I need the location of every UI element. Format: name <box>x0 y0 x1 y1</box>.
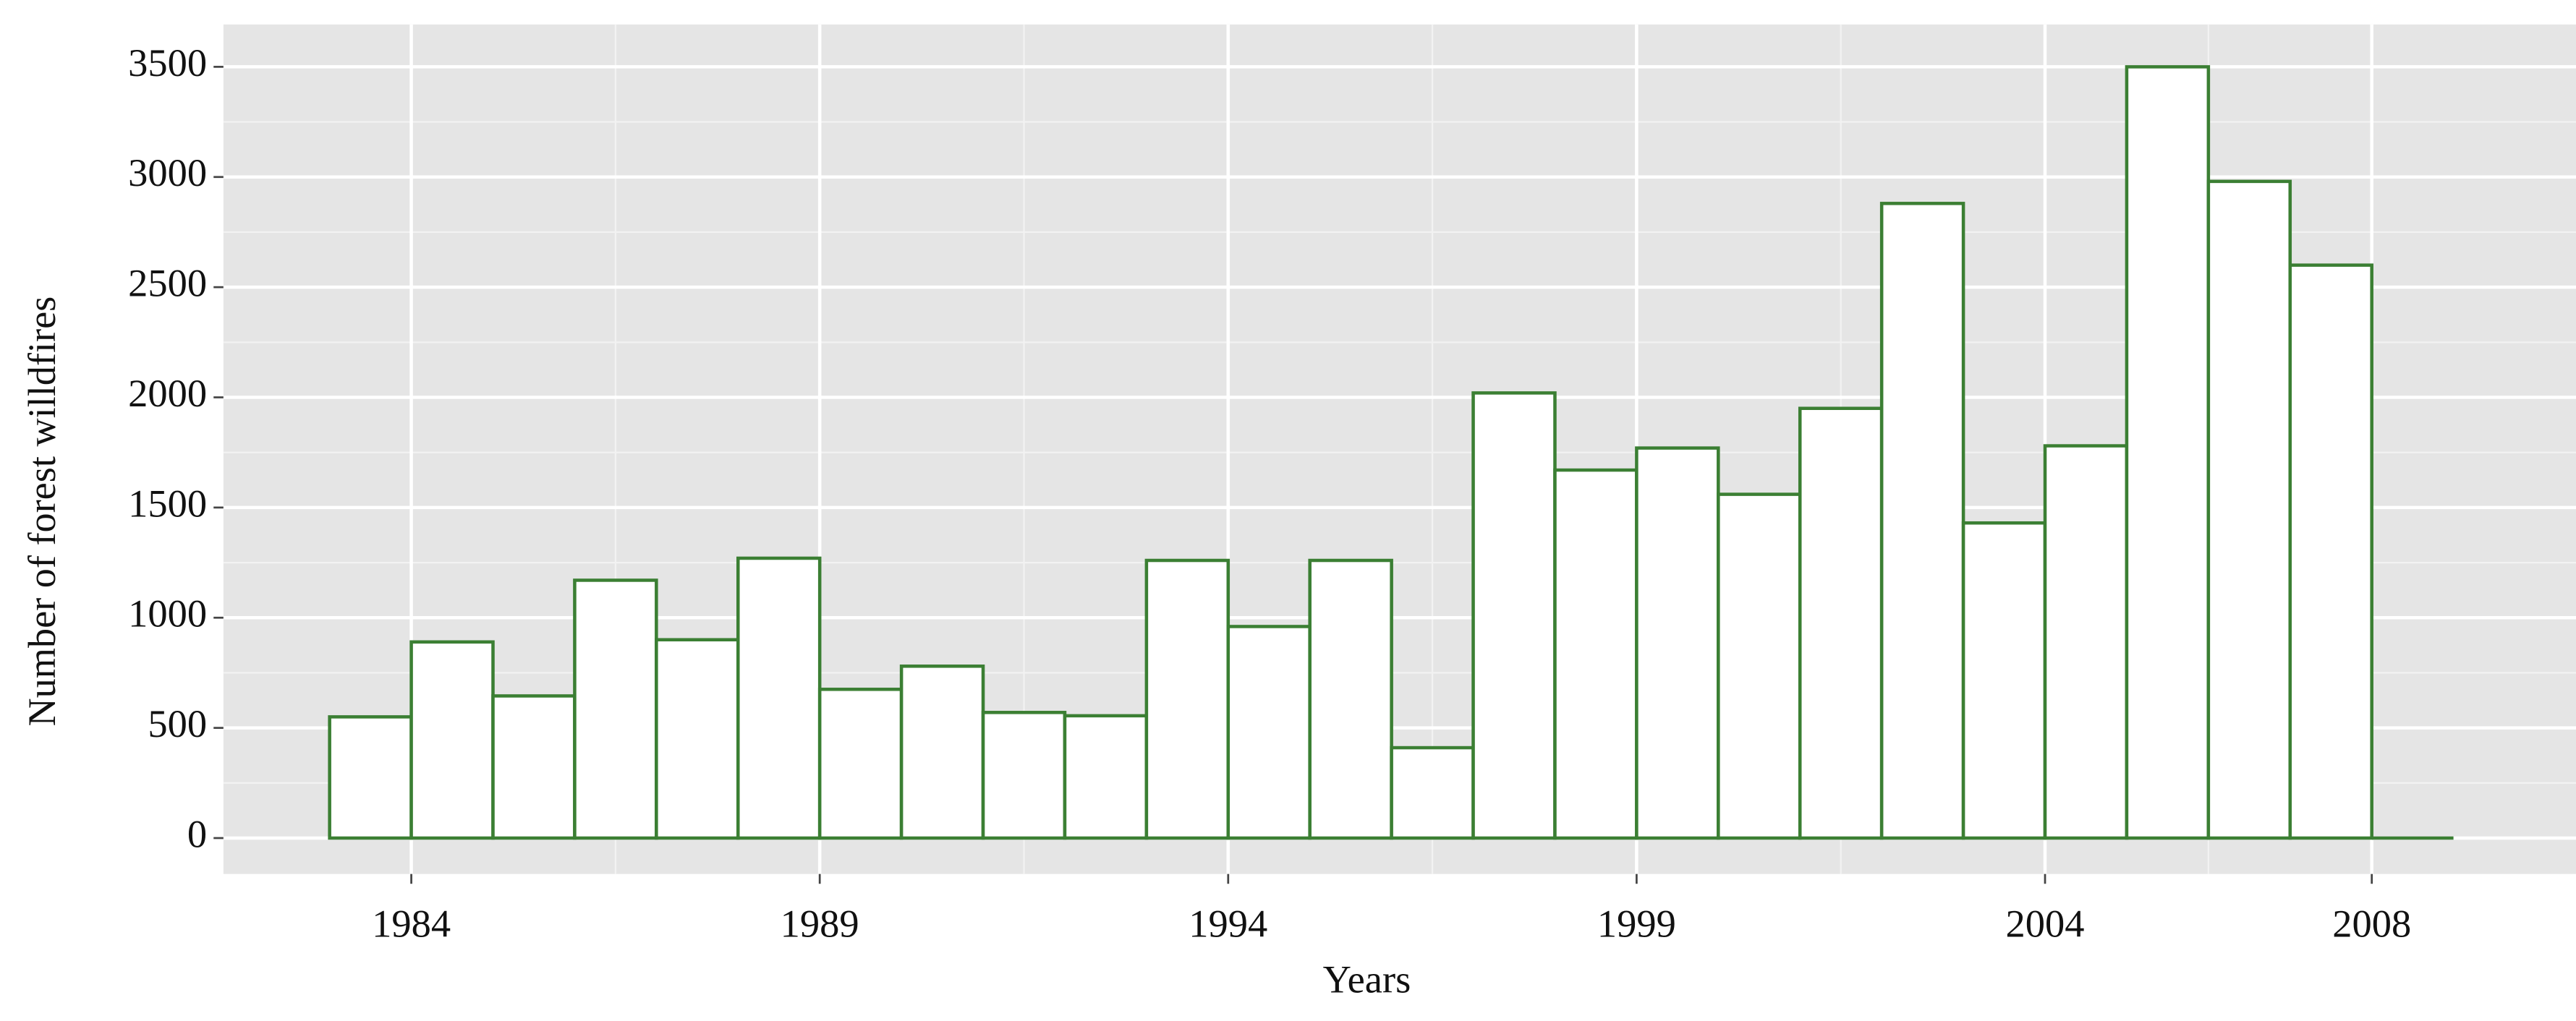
bar <box>817 688 904 840</box>
y-tick-label: 1000 <box>128 592 207 636</box>
bar <box>736 556 822 840</box>
y-axis-label: Number of forest willdfires <box>20 296 64 727</box>
y-tick-label: 2500 <box>128 262 207 305</box>
y-tick-label: 500 <box>148 702 207 746</box>
bar <box>1390 746 1475 840</box>
x-tick-label: 1984 <box>372 902 451 946</box>
bar <box>573 578 658 840</box>
bar <box>899 665 985 840</box>
bar <box>491 694 577 840</box>
x-tick-label: 2004 <box>2006 902 2085 946</box>
bar <box>1144 558 1230 840</box>
bar <box>1471 391 1557 840</box>
x-tick-label: 2008 <box>2332 902 2411 946</box>
y-tick-label: 1500 <box>128 482 207 525</box>
bar <box>1226 625 1312 840</box>
marks <box>328 65 2454 840</box>
bar <box>1961 521 2047 840</box>
bar <box>1635 446 1720 840</box>
bar <box>1553 468 1638 840</box>
y-tick-label: 0 <box>187 813 207 856</box>
bar <box>981 711 1067 840</box>
x-tick-label: 1989 <box>781 902 859 946</box>
bar <box>2288 263 2373 840</box>
x-tick-label: 1999 <box>1597 902 1676 946</box>
bar <box>655 638 740 840</box>
bar <box>2043 444 2129 840</box>
x-axis-label: Years <box>1323 958 1411 1001</box>
bar <box>1063 714 1149 840</box>
bar <box>1308 558 1393 840</box>
bar <box>1717 492 1802 840</box>
y-tick-label: 2000 <box>128 372 207 415</box>
bar <box>328 715 413 840</box>
bar <box>2125 65 2211 840</box>
bar <box>1798 406 1884 840</box>
y-tick-label: 3000 <box>128 151 207 195</box>
y-tick-label: 3500 <box>128 41 207 85</box>
x-tick-label: 1994 <box>1189 902 1267 946</box>
bar <box>2206 179 2292 840</box>
bar <box>1879 202 1965 840</box>
bar <box>409 640 495 840</box>
